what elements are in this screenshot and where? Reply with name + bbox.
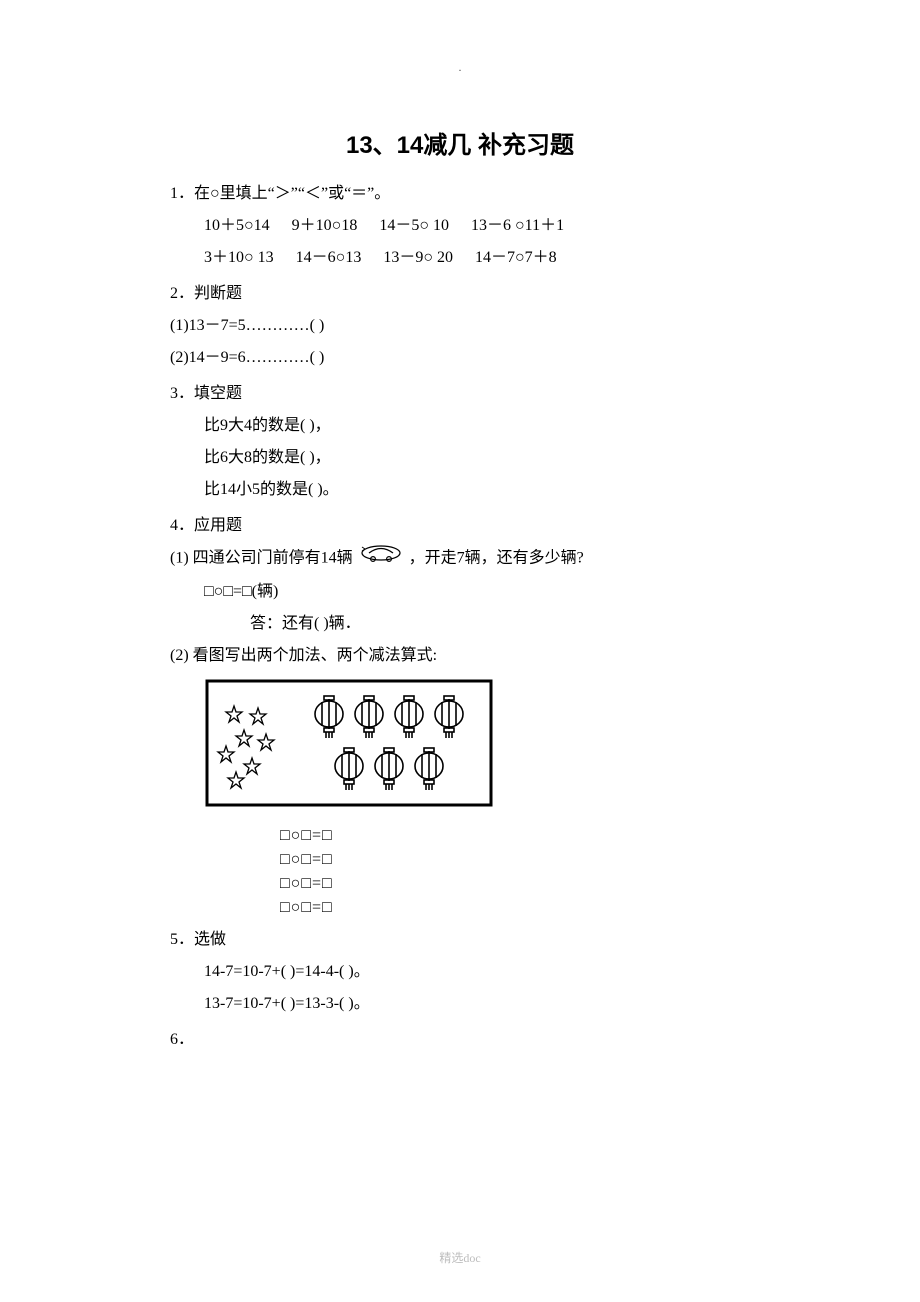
page: . 13、14减几 补充习题 1．在○里填上“＞”“＜”或“＝”。 10＋5○1… [0,0,920,1302]
q3-line: 比6大8的数是( )， [204,442,770,474]
q4-p2-label: (2) 看图写出两个加法、两个减法算式: [170,640,770,672]
footer-text: 精选doc [0,1249,920,1266]
q3-line: 比14小5的数是( )。 [204,474,770,506]
q2-label: 2．判断题 [170,278,770,310]
q1-row2-item: 13－9○ 20 [383,249,453,266]
q4-p1: (1) 四通公司门前停有14辆 ，开走7辆，还有多少辆? [170,542,770,576]
q1-row2-item: 3＋10○ 13 [204,249,274,266]
eq-line: □○□=□ [280,872,770,896]
eq-line: □○□=□ [280,824,770,848]
car-icon [359,542,403,576]
q1-label: 1．在○里填上“＞”“＜”或“＝”。 [170,178,770,210]
header-dot: . [0,60,920,75]
q1-row1-item: 13－6 ○11＋1 [471,217,564,234]
q5-label: 5．选做 [170,924,770,956]
content-body: 1．在○里填上“＞”“＜”或“＝”。 10＋5○14 9＋10○18 14－5○… [170,178,770,1056]
q4-p1-eq: □○□=□(辆) [204,576,770,608]
q4-p1-ans: 答：还有( )辆． [250,608,770,640]
q1-row1: 10＋5○14 9＋10○18 14－5○ 10 13－6 ○11＋1 [204,210,770,242]
q5-line: 13-7=10-7+( )=13-3-( )。 [204,988,770,1020]
eq-line: □○□=□ [280,848,770,872]
q4-figure [204,678,770,820]
q6-label: 6． [170,1024,770,1056]
q4-p1-post: ，开走7辆，还有多少辆? [409,550,584,567]
q1-row1-item: 14－5○ 10 [379,217,449,234]
q3-label: 3．填空题 [170,378,770,410]
q5-line: 14-7=10-7+( )=14-4-( )。 [204,956,770,988]
q4-p1-pre: (1) 四通公司门前停有14辆 [170,550,353,567]
q1-row2-item: 14－6○13 [296,249,362,266]
eq-line: □○□=□ [280,896,770,920]
q4-eq-stack: □○□=□ □○□=□ □○□=□ □○□=□ [280,824,770,920]
q2-item: (1)13－7=5…………( ) [170,310,770,342]
q1-row2: 3＋10○ 13 14－6○13 13－9○ 20 14－7○7＋8 [204,242,770,274]
q1-row1-item: 9＋10○18 [292,217,358,234]
q1-row1-item: 10＋5○14 [204,217,270,234]
page-title: 13、14减几 补充习题 [0,125,920,160]
q1-row2-item: 14－7○7＋8 [475,249,557,266]
q4-label: 4．应用题 [170,510,770,542]
q2-item: (2)14－9=6…………( ) [170,342,770,374]
q3-line: 比9大4的数是( )， [204,410,770,442]
